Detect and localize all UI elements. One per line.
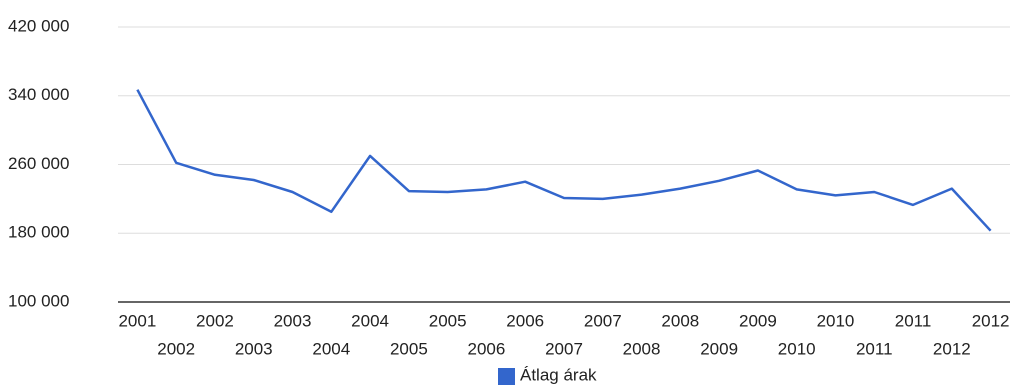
- x-tick-label: 2003: [274, 311, 312, 330]
- x-tick-label: 2010: [817, 311, 855, 330]
- x-tick-label: 2001: [118, 311, 156, 330]
- x-tick-label: 2012: [933, 339, 971, 358]
- x-tick-label: 2005: [390, 339, 428, 358]
- y-tick-label: 340 000: [8, 85, 69, 104]
- x-tick-label: 2002: [196, 311, 234, 330]
- legend-label: Átlag árak: [520, 365, 597, 384]
- x-tick-label: 2005: [429, 311, 467, 330]
- x-tick-label: 2007: [545, 339, 583, 358]
- x-tick-label: 2012: [972, 311, 1010, 330]
- x-tick-label: 2003: [235, 339, 273, 358]
- x-tick-label: 2008: [623, 339, 661, 358]
- y-tick-label: 180 000: [8, 223, 69, 242]
- x-tick-label: 2006: [468, 339, 506, 358]
- y-tick-label: 100 000: [8, 291, 69, 310]
- x-tick-label: 2009: [700, 339, 738, 358]
- y-tick-label: 420 000: [8, 16, 69, 35]
- x-tick-label: 2010: [778, 339, 816, 358]
- x-tick-label: 2006: [506, 311, 544, 330]
- x-tick-label: 2004: [351, 311, 389, 330]
- x-tick-label: 2007: [584, 311, 622, 330]
- x-tick-label: 2011: [856, 339, 893, 358]
- x-tick-label: 2004: [312, 339, 350, 358]
- x-tick-label: 2002: [157, 339, 195, 358]
- legend-swatch: [498, 368, 515, 385]
- x-tick-label: 2008: [661, 311, 699, 330]
- x-tick-label: 2011: [895, 311, 932, 330]
- line: [136, 89, 992, 232]
- x-tick-label: 2009: [739, 311, 777, 330]
- y-tick-label: 260 000: [8, 154, 69, 173]
